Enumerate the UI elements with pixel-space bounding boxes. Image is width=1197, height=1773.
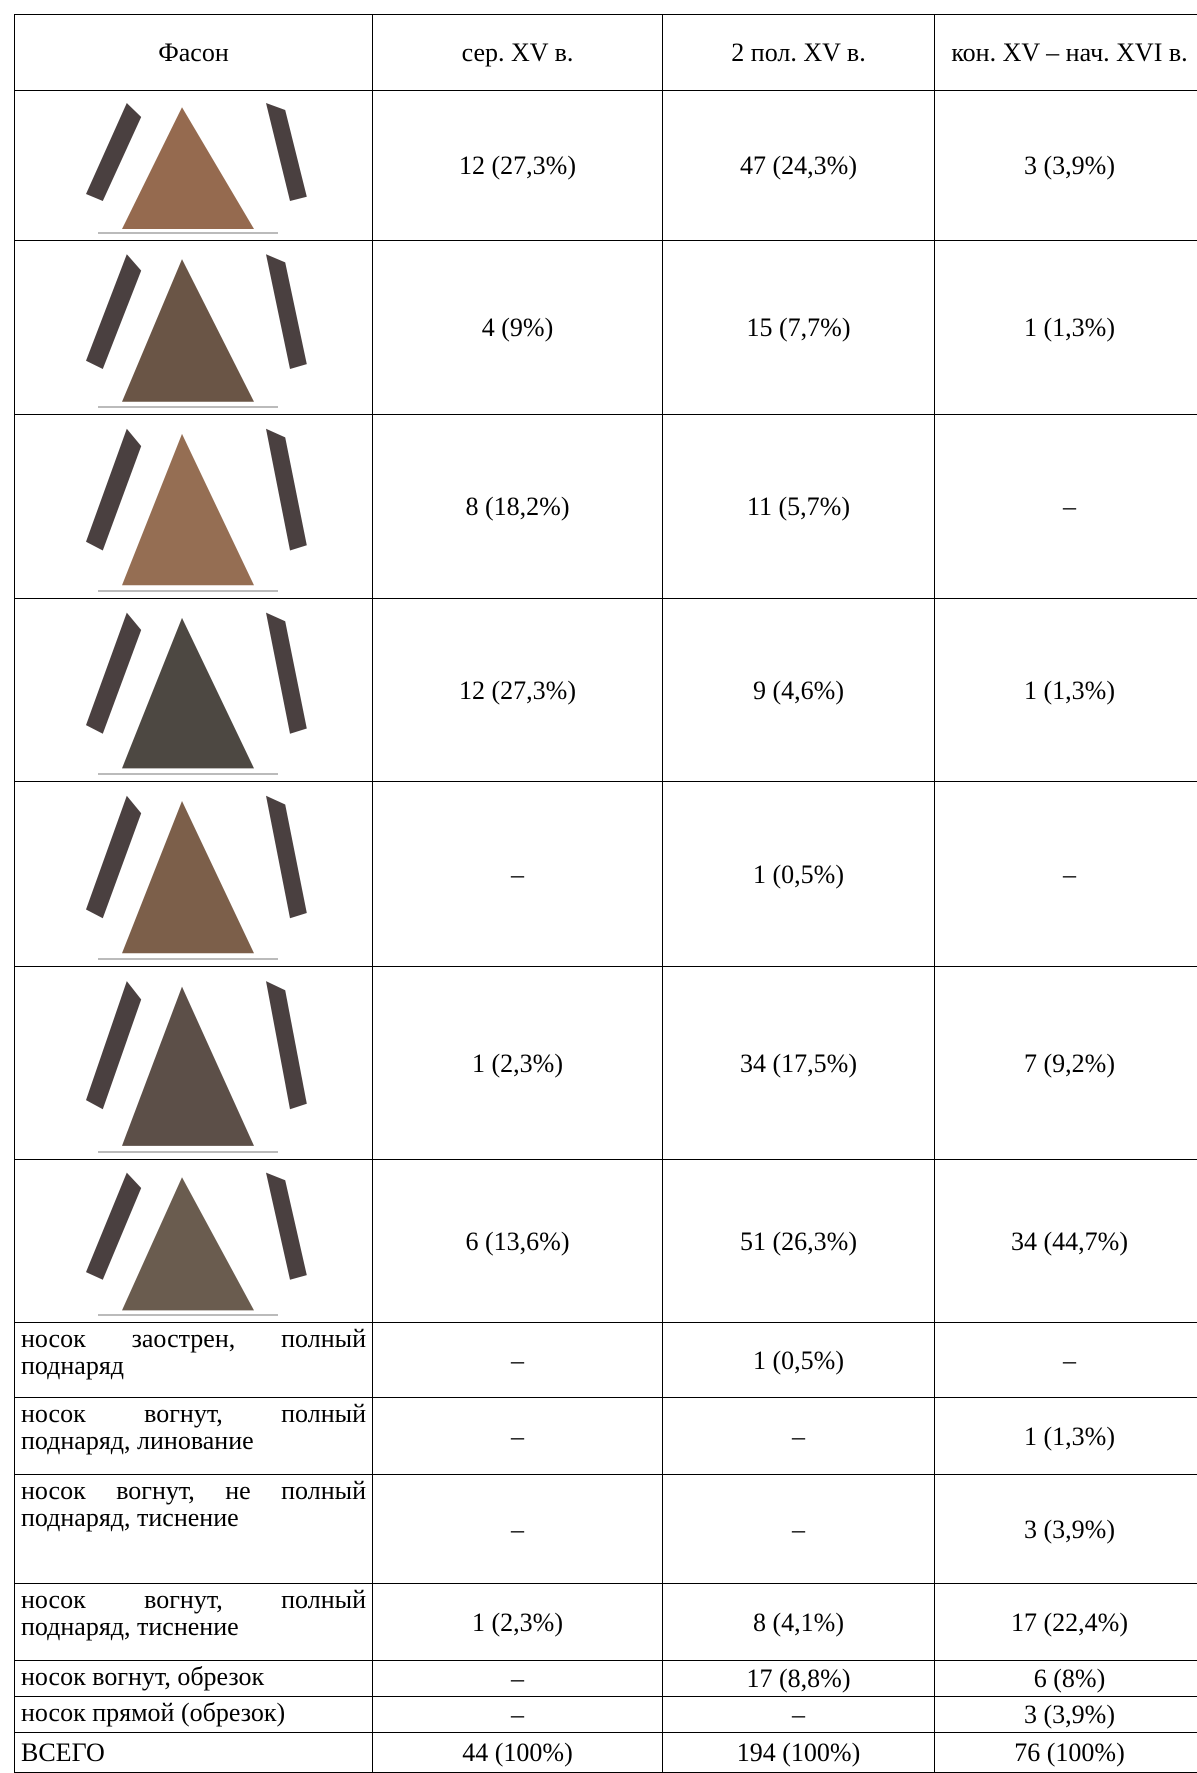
count-cell: 47 (24,3%) — [663, 91, 935, 241]
count-cell: – — [935, 415, 1197, 599]
table-row: 12 (27,3%)9 (4,6%)1 (1,3%) — [15, 599, 1197, 782]
count-cell: 1 (1,3%) — [935, 241, 1197, 415]
shoe-photo — [74, 972, 314, 1155]
count-cell: 1 (0,5%) — [663, 1323, 935, 1398]
table-row: 4 (9%)15 (7,7%)1 (1,3%) — [15, 241, 1197, 415]
row-label: носок вогнут, не полный поднаряд, тиснен… — [15, 1475, 373, 1584]
count-cell: – — [663, 1398, 935, 1475]
header-cell: сер. XV в. — [373, 15, 663, 91]
count-cell: 3 (3,9%) — [935, 1475, 1197, 1584]
count-cell: – — [663, 1697, 935, 1733]
count-cell: 17 (22,4%) — [935, 1584, 1197, 1661]
count-cell: 1 (1,3%) — [935, 599, 1197, 782]
header-row: Фасон сер. XV в. 2 пол. XV в. кон. XV – … — [15, 15, 1197, 91]
count-cell: 3 (3,9%) — [935, 91, 1197, 241]
count-cell: 6 (13,6%) — [373, 1160, 663, 1323]
count-cell: – — [935, 782, 1197, 967]
count-cell: 3 (3,9%) — [935, 1697, 1197, 1733]
count-cell: 6 (8%) — [935, 1661, 1197, 1697]
count-cell: 11 (5,7%) — [663, 415, 935, 599]
header-cell: кон. XV – нач. XVI в. — [935, 15, 1197, 91]
row-label: носок прямой (обрезок) — [15, 1697, 373, 1733]
table-row: 8 (18,2%)11 (5,7%)– — [15, 415, 1197, 599]
table-row: –1 (0,5%)– — [15, 782, 1197, 967]
shoe-photo — [74, 96, 314, 236]
row-label: носок заострен, полный поднаряд — [15, 1323, 373, 1398]
table-row: носок вогнут, обрезок–17 (8,8%)6 (8%) — [15, 1661, 1197, 1697]
count-cell: 12 (27,3%) — [373, 599, 663, 782]
count-cell: 1 (1,3%) — [935, 1398, 1197, 1475]
count-cell: 34 (44,7%) — [935, 1160, 1197, 1323]
count-cell: 1 (0,5%) — [663, 782, 935, 967]
shoe-photo — [74, 420, 314, 594]
style-image-cell — [15, 241, 373, 415]
count-cell: 7 (9,2%) — [935, 967, 1197, 1160]
count-cell: – — [663, 1475, 935, 1584]
count-cell: 51 (26,3%) — [663, 1160, 935, 1323]
header-cell: Фасон — [15, 15, 373, 91]
count-cell: 4 (9%) — [373, 241, 663, 415]
count-cell: – — [373, 782, 663, 967]
count-cell: 17 (8,8%) — [663, 1661, 935, 1697]
style-image-cell — [15, 1160, 373, 1323]
count-cell: 8 (4,1%) — [663, 1584, 935, 1661]
table-row: носок вогнут, не полный поднаряд, тиснен… — [15, 1475, 1197, 1584]
style-image-cell — [15, 91, 373, 241]
count-cell: 15 (7,7%) — [663, 241, 935, 415]
header-cell: 2 пол. XV в. — [663, 15, 935, 91]
row-label: носок вогнут, обрезок — [15, 1661, 373, 1697]
table-row: 12 (27,3%)47 (24,3%)3 (3,9%) — [15, 91, 1197, 241]
table-row: носок прямой (обрезок)––3 (3,9%) — [15, 1697, 1197, 1733]
row-label: носок вогнут, полный поднаряд, тиснение — [15, 1584, 373, 1661]
style-image-cell — [15, 415, 373, 599]
count-cell: – — [373, 1661, 663, 1697]
table-row: носок заострен, полный поднаряд–1 (0,5%)… — [15, 1323, 1197, 1398]
count-cell: – — [373, 1323, 663, 1398]
table-row: носок вогнут, полный поднаряд, линование… — [15, 1398, 1197, 1475]
count-cell: – — [373, 1475, 663, 1584]
shoe-photo — [74, 246, 314, 410]
count-cell: 1 (2,3%) — [373, 1584, 663, 1661]
count-cell: 12 (27,3%) — [373, 91, 663, 241]
shoe-photo — [74, 1165, 314, 1318]
style-image-cell — [15, 599, 373, 782]
table-row: 1 (2,3%)34 (17,5%)7 (9,2%) — [15, 967, 1197, 1160]
count-cell: 8 (18,2%) — [373, 415, 663, 599]
style-image-cell — [15, 967, 373, 1160]
shoe-photo — [74, 604, 314, 777]
count-cell: – — [373, 1398, 663, 1475]
shoe-photo — [74, 787, 314, 962]
style-table: Фасон сер. XV в. 2 пол. XV в. кон. XV – … — [14, 14, 1197, 1773]
count-cell: 9 (4,6%) — [663, 599, 935, 782]
table-body: 12 (27,3%)47 (24,3%)3 (3,9%)4 (9%)15 (7,… — [15, 91, 1197, 1773]
count-cell: – — [373, 1697, 663, 1733]
row-label: носок вогнут, полный поднаряд, линование — [15, 1398, 373, 1475]
table-row: 6 (13,6%)51 (26,3%)34 (44,7%) — [15, 1160, 1197, 1323]
count-cell: 34 (17,5%) — [663, 967, 935, 1160]
count-cell: 1 (2,3%) — [373, 967, 663, 1160]
count-cell: – — [935, 1323, 1197, 1398]
style-image-cell — [15, 782, 373, 967]
